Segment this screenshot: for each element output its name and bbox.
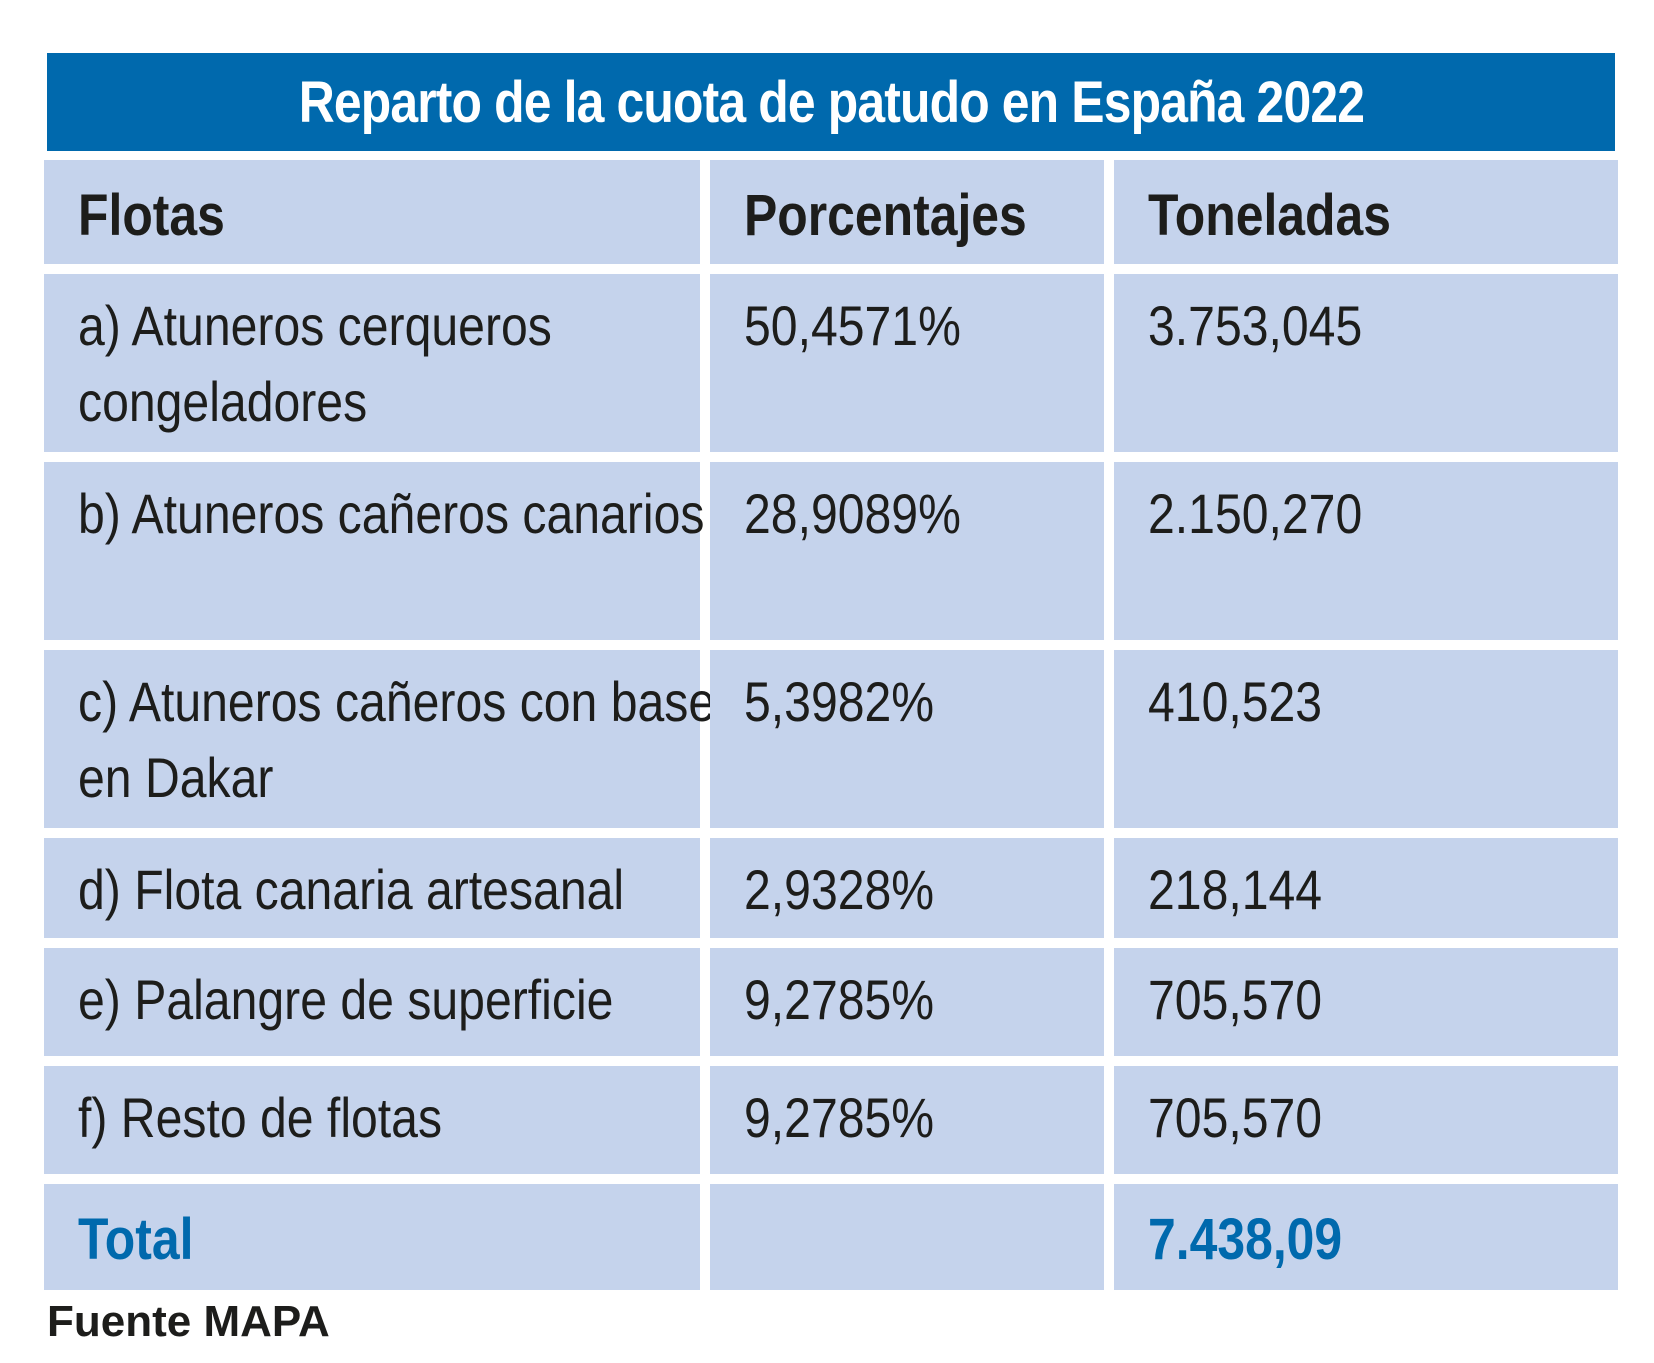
- porcentaje-value: 9,2785%: [744, 1086, 935, 1149]
- table-cell-flota: a) Atuneros cerqueros congeladores: [44, 274, 700, 452]
- column-header-label: Flotas: [78, 183, 225, 248]
- table-title-text: Reparto de la cuota de patudo en España …: [298, 69, 1364, 135]
- column-header-toneladas: Toneladas: [1114, 160, 1618, 264]
- table-cell-porcentaje: 9,2785%: [710, 948, 1104, 1056]
- table-cell-porcentaje: 28,9089%: [710, 462, 1104, 640]
- flota-label: b) Atuneros cañeros canarios: [78, 482, 705, 545]
- porcentaje-value: 9,2785%: [744, 968, 935, 1031]
- table-cell-flota: d) Flota canaria artesanal: [44, 838, 700, 938]
- column-header-label: Toneladas: [1148, 183, 1392, 248]
- toneladas-value: 2.150,270: [1148, 482, 1363, 545]
- table-cell-toneladas: 410,523: [1114, 650, 1618, 828]
- column-header-porcentajes: Porcentajes: [710, 160, 1104, 264]
- table-cell-porcentaje: 2,9328%: [710, 838, 1104, 938]
- table-cell-toneladas: 3.753,045: [1114, 274, 1618, 452]
- table-cell-flota: f) Resto de flotas: [44, 1066, 700, 1174]
- toneladas-value: 705,570: [1148, 1086, 1323, 1149]
- toneladas-value: 3.753,045: [1148, 294, 1363, 357]
- total-label-cell: Total: [44, 1184, 700, 1290]
- porcentaje-value: 50,4571%: [744, 294, 961, 357]
- total-label: Total: [78, 1207, 194, 1272]
- quota-table: Flotas Porcentajes Toneladas a) Atuneros…: [44, 160, 1618, 1290]
- toneladas-value: 410,523: [1148, 670, 1323, 733]
- porcentaje-value: 28,9089%: [744, 482, 961, 545]
- total-toneladas-cell: 7.438,09: [1114, 1184, 1618, 1290]
- table-title: Reparto de la cuota de patudo en España …: [47, 53, 1615, 151]
- table-cell-toneladas: 2.150,270: [1114, 462, 1618, 640]
- flota-label: c) Atuneros cañeros con base en Dakar: [78, 670, 716, 809]
- column-header-label: Porcentajes: [744, 183, 1027, 248]
- table-cell-toneladas: 705,570: [1114, 948, 1618, 1056]
- porcentaje-value: 5,3982%: [744, 670, 935, 733]
- toneladas-value: 705,570: [1148, 968, 1323, 1031]
- table-cell-porcentaje: 5,3982%: [710, 650, 1104, 828]
- total-toneladas: 7.438,09: [1148, 1207, 1343, 1272]
- total-porcentaje-cell: [710, 1184, 1104, 1290]
- table-cell-toneladas: 218,144: [1114, 838, 1618, 938]
- column-header-flotas: Flotas: [44, 160, 700, 264]
- table-cell-toneladas: 705,570: [1114, 1066, 1618, 1174]
- flota-label: a) Atuneros cerqueros congeladores: [78, 294, 552, 433]
- flota-label: e) Palangre de superficie: [78, 968, 614, 1031]
- porcentaje-value: 2,9328%: [744, 858, 935, 921]
- table-cell-flota: b) Atuneros cañeros canarios: [44, 462, 704, 640]
- table-cell-flota: c) Atuneros cañeros con base en Dakar: [44, 650, 715, 828]
- flota-label: f) Resto de flotas: [78, 1086, 443, 1149]
- source-note: Fuente MAPA: [47, 1297, 330, 1346]
- table-cell-porcentaje: 50,4571%: [710, 274, 1104, 452]
- toneladas-value: 218,144: [1148, 858, 1323, 921]
- table-cell-porcentaje: 9,2785%: [710, 1066, 1104, 1174]
- flota-label: d) Flota canaria artesanal: [78, 858, 625, 921]
- table-cell-flota: e) Palangre de superficie: [44, 948, 700, 1056]
